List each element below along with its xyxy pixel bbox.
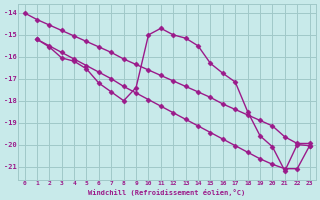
X-axis label: Windchill (Refroidissement éolien,°C): Windchill (Refroidissement éolien,°C) [88, 189, 246, 196]
